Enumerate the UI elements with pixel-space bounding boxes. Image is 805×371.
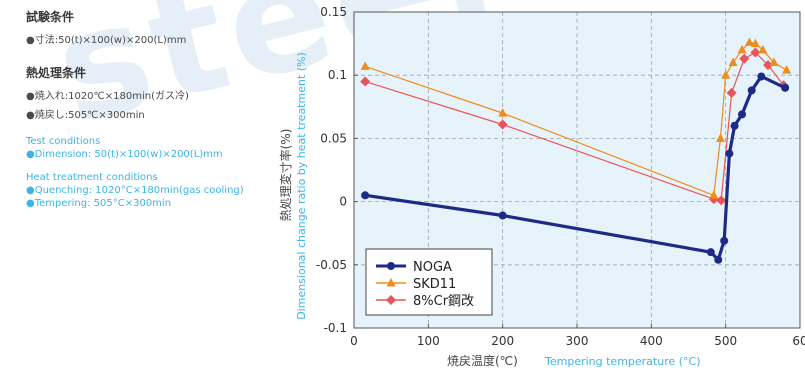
x-tick-label: 60 (792, 334, 805, 348)
series-0 (361, 72, 790, 264)
legend-label: NOGA (413, 260, 452, 275)
data-point (498, 108, 508, 117)
data-point (498, 211, 507, 220)
data-point (497, 119, 508, 130)
en-heat-title: Heat treatment conditions (26, 172, 158, 183)
axis-ticks: 0 100 200 300 400 500 60 -0.1 -0.05 0 0.05 0.1 0.15 (316, 5, 805, 348)
data-point (737, 44, 747, 54)
legend-label: 8%Cr鋼改 (413, 294, 474, 309)
legend: NOGA SKD11 8%Cr鋼改 (365, 248, 493, 316)
x-tick-label: 0 (350, 334, 358, 348)
series-layer (360, 37, 792, 264)
data-point (744, 37, 754, 46)
test-conditions-panel: 試験条件 ●寸法:50(t)×100(w)×200(L)mm 熱処理条件 ●焼入… (26, 8, 288, 210)
jp-test-line: ●寸法:50(t)×100(w)×200(L)mm (26, 35, 187, 46)
en-heat-line: ●Tempering: 505°C×300min (26, 198, 172, 209)
x-axis-title-en: Tempering temperature (°C) (544, 355, 701, 368)
data-point (360, 76, 371, 87)
data-point (715, 133, 725, 142)
series-1 (360, 37, 792, 199)
data-point (709, 190, 719, 199)
legend-box (365, 248, 493, 316)
y-tick-label: 0.15 (320, 5, 347, 19)
y-axis-title-jp: 熱処理変寸率(%) (278, 129, 293, 222)
x-axis-title-jp: 焼戻温度(℃) (447, 353, 518, 368)
data-point (728, 57, 738, 67)
x-tick-label: 500 (714, 334, 737, 348)
data-point (714, 255, 723, 264)
axis-titles: 熱処理変寸率(%) Dimensional change ratio by hea… (278, 52, 701, 368)
x-tick-label: 300 (566, 334, 589, 348)
data-point (757, 72, 766, 81)
jp-heat-line: ●焼戻し:505℃×300min (26, 110, 145, 121)
data-point (758, 44, 768, 54)
y-axis-title-en: Dimensional change ratio by heat treatme… (295, 52, 308, 320)
data-point (726, 87, 737, 98)
y-tick-label: -0.1 (324, 321, 347, 335)
jp-heat-title: 熱処理条件 (26, 66, 87, 80)
jp-test-title: 試験条件 (26, 10, 75, 24)
y-tick-label: 0.05 (320, 131, 347, 145)
data-point (361, 191, 370, 200)
data-point (782, 65, 792, 74)
data-point (769, 57, 779, 67)
en-test-line: ●Dimension: 50(t)×100(w)×200(L)mm (26, 149, 223, 160)
data-point (781, 83, 790, 92)
y-tick-label: 0.1 (328, 68, 347, 82)
data-point (360, 61, 370, 70)
data-point (747, 86, 756, 95)
data-point (720, 236, 729, 245)
jp-heat-line: ●焼入れ:1020℃×180min(ガス冷) (26, 91, 189, 102)
legend-marker (386, 278, 396, 287)
x-tick-label: 400 (640, 334, 663, 348)
data-point (716, 195, 727, 206)
data-point (738, 110, 747, 119)
data-point (750, 47, 761, 58)
legend-marker (386, 295, 396, 305)
legend-marker (387, 262, 395, 270)
data-point (730, 121, 739, 130)
data-point (706, 248, 715, 257)
data-point (721, 70, 731, 79)
x-tick-label: 100 (417, 334, 440, 348)
en-test-title: Test conditions (26, 136, 101, 147)
data-point (750, 38, 760, 48)
data-point (739, 53, 750, 64)
data-point (725, 149, 734, 158)
legend-label: SKD11 (413, 277, 456, 292)
en-heat-line: ●Quenching: 1020°C×180min(gas cooling) (26, 185, 244, 196)
x-tick-label: 200 (491, 334, 514, 348)
data-point (763, 60, 774, 71)
y-tick-label: 0 (339, 195, 347, 209)
y-tick-label: -0.05 (316, 258, 347, 272)
